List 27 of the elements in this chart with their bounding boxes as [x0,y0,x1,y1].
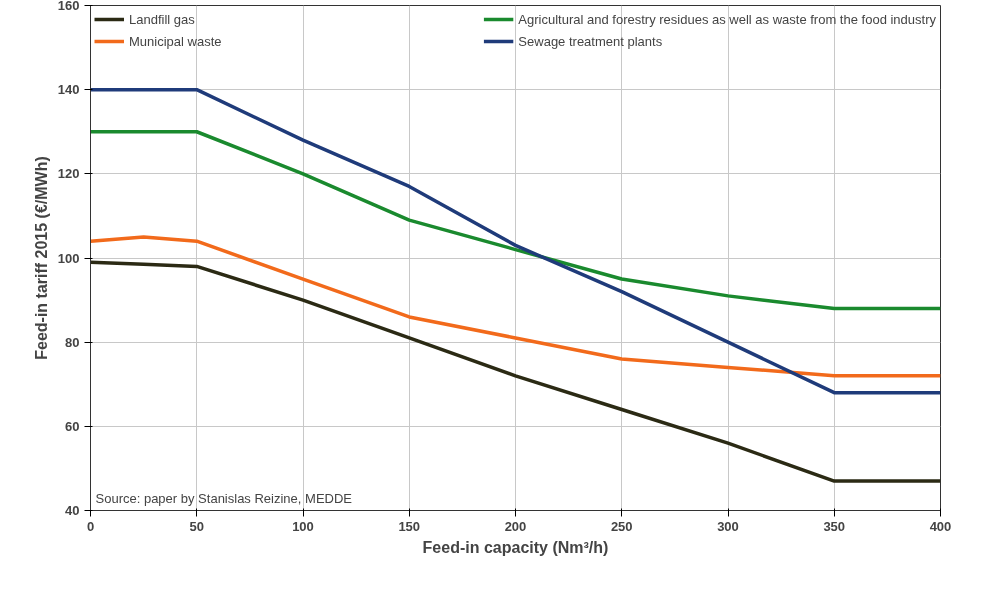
legend-label: Municipal waste [129,33,222,49]
x-tick-label: 150 [398,518,421,534]
y-tick-label: 60 [65,418,80,434]
line-series [90,87,941,395]
line-series [90,235,941,378]
line-series [90,130,941,311]
legend-label: Agricultural and forestry residues as well as waste from the food industry [518,11,936,27]
y-tick-label: 160 [57,0,80,13]
y-axis-title: Feed-in tariff 2015 (€/MWh) [32,156,50,360]
legend-label: Sewage treatment plants [518,33,663,49]
annotation: Source: paper by Stanislas Reizine, MEDDE [95,490,353,506]
legend-label: Landfill gas [129,11,195,27]
x-tick-label: 350 [823,518,846,534]
x-tick-label: 50 [189,518,204,534]
y-tick-label: 140 [57,82,80,98]
x-tick-label: 300 [717,518,739,534]
line-series [90,260,941,483]
y-tick-label: 80 [65,334,80,350]
y-tick-label: 120 [57,166,80,182]
y-tick-label: 40 [65,503,80,518]
x-tick-label: 400 [929,518,952,534]
x-tick-label: 100 [292,518,314,534]
x-tick-label: 0 [86,518,95,534]
x-axis-title: Feed-in capacity (Nm³/h) [422,538,609,556]
y-tick-label: 100 [57,250,80,266]
x-tick-label: 250 [610,518,633,534]
x-tick-label: 200 [504,518,527,534]
